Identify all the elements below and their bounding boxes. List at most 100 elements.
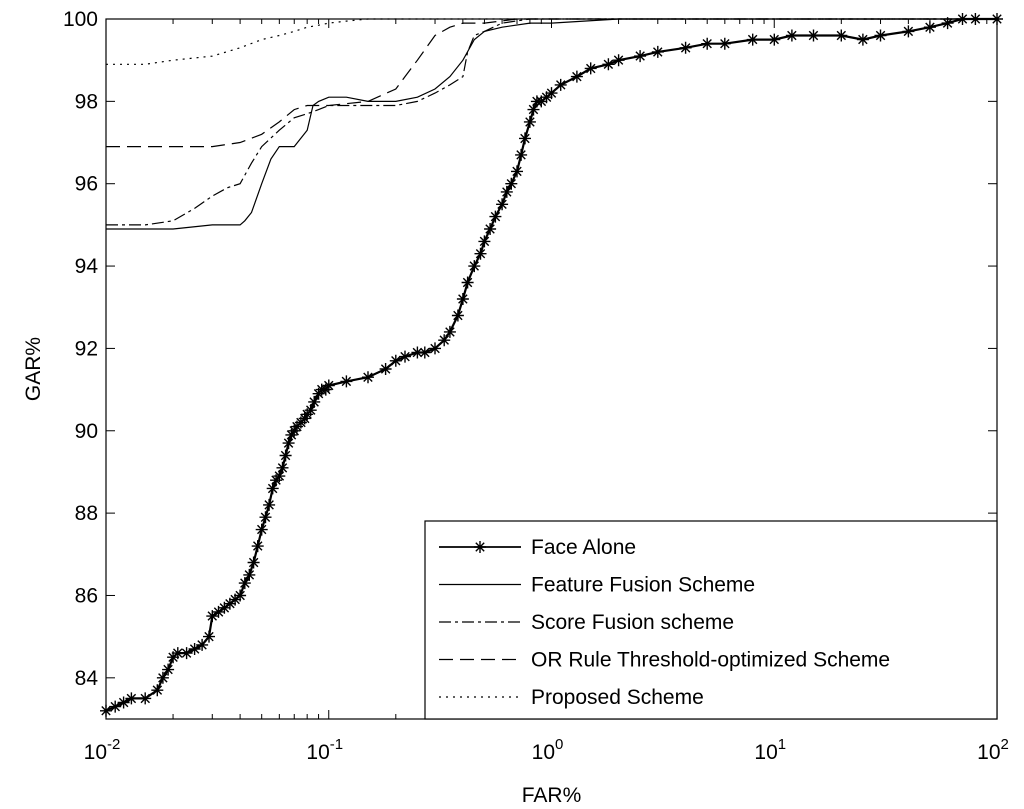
data-point (109, 700, 122, 713)
series-layer (100, 13, 1003, 717)
data-point (340, 375, 353, 388)
data-point (874, 29, 887, 42)
data-point (167, 651, 180, 664)
data-point (835, 29, 848, 42)
x-tick-label: 10-2 (84, 736, 121, 764)
series-2 (106, 18, 997, 226)
series-line-4 (106, 18, 997, 65)
data-point (634, 50, 647, 63)
data-point (206, 610, 219, 623)
data-point (456, 293, 469, 305)
data-point (651, 45, 664, 58)
legend-label-4: Proposed Scheme (531, 686, 704, 709)
y-tick-label: 96 (75, 173, 98, 196)
x-tick-label: 102 (977, 736, 1009, 764)
data-point (515, 148, 528, 161)
data-point (527, 103, 540, 116)
data-point (399, 350, 411, 363)
data-point (379, 363, 392, 375)
data-point (304, 404, 317, 417)
data-point (234, 589, 247, 602)
series-4 (106, 18, 997, 65)
data-point (451, 309, 464, 322)
data-point (238, 577, 251, 590)
series-1 (106, 18, 997, 230)
data-point (519, 132, 531, 145)
data-point (276, 461, 289, 474)
data-point (266, 482, 279, 495)
data-point (389, 354, 402, 367)
data-point (523, 115, 536, 128)
x-tick-label: 10-1 (306, 736, 343, 764)
data-point (701, 37, 714, 50)
data-point (288, 424, 301, 437)
legend: Face Alone Feature Fusion Scheme Score Fus… (424, 520, 998, 720)
data-point (474, 247, 487, 260)
data-point (362, 371, 374, 384)
data-point (196, 638, 209, 651)
data-point (308, 395, 321, 408)
data-point (612, 54, 625, 67)
data-point (438, 334, 451, 347)
y-tick-label: 98 (75, 90, 98, 113)
data-point (500, 185, 513, 198)
y-tick-label: 92 (75, 337, 98, 360)
data-point (570, 70, 583, 83)
legend-marker (474, 541, 486, 553)
data-point (171, 647, 184, 660)
y-tick-label: 94 (75, 255, 99, 278)
legend-label-2: Score Fusion scheme (531, 611, 734, 634)
data-point (319, 383, 332, 396)
data-point (285, 428, 298, 441)
y-tick-label: 88 (75, 502, 98, 525)
data-point (151, 684, 164, 697)
data-point (785, 29, 798, 42)
data-point (156, 671, 169, 684)
data-point (540, 91, 553, 104)
data-point (468, 260, 481, 273)
data-point (489, 210, 502, 223)
x-tick-label: 101 (754, 736, 786, 764)
y-tick-label: 100 (63, 8, 98, 31)
data-point (212, 605, 225, 618)
data-point (902, 25, 915, 38)
data-point (411, 346, 424, 359)
series-3 (106, 18, 997, 148)
data-point (139, 692, 152, 705)
data-point (218, 601, 231, 614)
data-point (505, 177, 518, 190)
data-point (418, 346, 431, 359)
data-point (322, 379, 335, 392)
data-point (162, 663, 175, 676)
y-axis-label: GAR% (22, 337, 45, 401)
data-point (496, 198, 509, 211)
data-point (554, 78, 567, 91)
data-point (443, 325, 456, 338)
data-point (545, 87, 558, 100)
data-point (251, 540, 264, 553)
data-point (718, 37, 731, 50)
data-point (679, 41, 692, 54)
y-tick-label: 84 (75, 667, 99, 690)
data-point (461, 276, 474, 289)
data-point (203, 630, 215, 643)
data-point (188, 643, 201, 655)
data-point (125, 692, 138, 705)
data-point (223, 597, 236, 610)
data-point (746, 33, 759, 46)
data-point (259, 511, 272, 524)
data-point (807, 29, 820, 42)
data-point (584, 62, 597, 75)
data-point (768, 33, 781, 46)
y-tick-label: 90 (75, 420, 98, 443)
data-point (484, 223, 497, 235)
series-0 (100, 13, 1003, 717)
data-point (180, 647, 193, 660)
x-axis-label: FAR% (522, 784, 582, 807)
legend-label-1: Feature Fusion Scheme (531, 574, 755, 597)
series-line-3 (106, 18, 997, 148)
data-point (243, 568, 256, 581)
data-point (273, 470, 286, 483)
data-point (602, 58, 615, 71)
y-tick-label: 86 (75, 584, 98, 607)
